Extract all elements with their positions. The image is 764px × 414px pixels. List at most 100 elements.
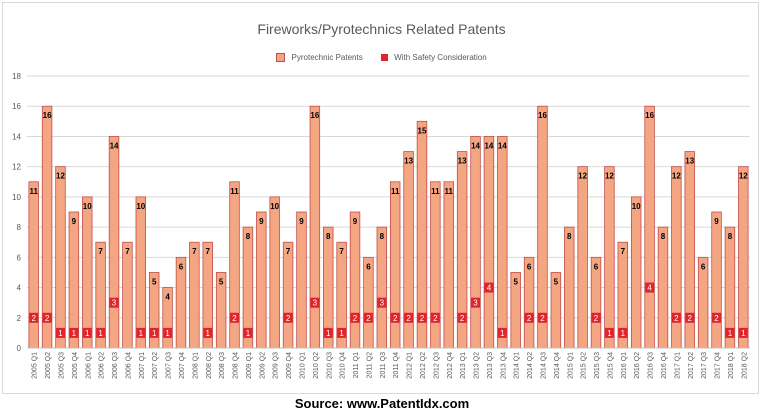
marker-safety (712, 312, 722, 323)
marker-safety (363, 312, 373, 323)
x-tick-label: 2011 Q2 (366, 352, 373, 378)
data-label-safety: 2 (688, 314, 693, 323)
data-label-pyrotechnic: 7 (286, 247, 291, 256)
data-label-safety: 1 (326, 329, 331, 338)
data-label-pyrotechnic: 6 (179, 262, 184, 271)
data-label-safety: 2 (232, 314, 237, 323)
data-label-pyrotechnic: 9 (259, 217, 264, 226)
data-label-pyrotechnic: 16 (43, 111, 52, 120)
y-tick-label: 10 (12, 193, 21, 202)
marker-safety (55, 327, 65, 338)
marker-safety (29, 312, 39, 323)
marker-safety (591, 312, 601, 323)
x-tick-label: 2012 Q3 (433, 352, 440, 379)
x-tick-label: 2013 Q3 (487, 352, 494, 379)
bar-pyrotechnic (229, 181, 240, 349)
data-label-pyrotechnic: 11 (391, 187, 400, 196)
marker-safety (404, 312, 414, 323)
bar-pyrotechnic (296, 211, 307, 349)
data-label-pyrotechnic: 10 (632, 202, 641, 211)
data-label-safety: 2 (406, 314, 411, 323)
bar-pyrotechnic (189, 241, 200, 349)
x-tick-label: 2010 Q3 (326, 352, 333, 379)
x-tick-label: 2011 Q4 (393, 352, 400, 378)
data-label-safety: 2 (366, 314, 371, 323)
marker-safety (243, 327, 253, 338)
data-label-safety: 4 (647, 284, 652, 293)
x-tick-label: 2006 Q2 (99, 352, 106, 379)
x-tick-label: 2006 Q1 (85, 352, 92, 379)
x-tick-label: 2015 Q1 (567, 352, 574, 379)
data-label-safety: 1 (58, 329, 63, 338)
data-label-safety: 2 (433, 314, 438, 323)
marker-safety (671, 312, 681, 323)
data-label-pyrotechnic: 8 (567, 232, 572, 241)
source-caption: Source: www.PatentIdx.com (294, 396, 470, 411)
x-tick-label: 2014 Q3 (540, 352, 547, 379)
data-label-safety: 2 (393, 314, 398, 323)
bar-pyrotechnic (41, 105, 53, 349)
x-tick-label: 2009 Q1 (246, 352, 253, 379)
x-tick-label: 2005 Q4 (72, 352, 79, 379)
marker-safety (69, 327, 79, 338)
data-label-pyrotechnic: 11 (445, 187, 454, 196)
data-label-safety: 3 (112, 299, 117, 308)
bar-pyrotechnic (309, 105, 321, 349)
x-tick-label: 2008 Q2 (206, 352, 213, 379)
data-label-safety: 1 (246, 329, 251, 338)
x-tick-label: 2005 Q3 (58, 352, 65, 379)
bar-pyrotechnic (122, 241, 133, 349)
data-label-safety: 2 (45, 314, 50, 323)
data-label-safety: 2 (420, 314, 425, 323)
data-label-safety: 1 (152, 329, 157, 338)
data-label-safety: 2 (540, 314, 545, 323)
data-label-safety: 2 (527, 314, 532, 323)
data-label-pyrotechnic: 9 (714, 217, 719, 226)
legend-swatch-safety (380, 54, 388, 62)
x-tick-label: 2007 Q2 (152, 352, 159, 379)
marker-safety (417, 312, 427, 323)
marker-safety (96, 327, 106, 338)
marker-safety (283, 312, 293, 323)
x-tick-label: 2017 Q3 (701, 352, 708, 379)
data-label-pyrotechnic: 14 (471, 141, 480, 150)
data-label-pyrotechnic: 7 (339, 247, 344, 256)
marker-safety (82, 327, 92, 338)
data-label-safety: 1 (165, 329, 170, 338)
data-label-pyrotechnic: 5 (152, 277, 157, 286)
marker-safety (136, 327, 146, 338)
bar-pyrotechnic (256, 211, 267, 349)
data-label-pyrotechnic: 11 (230, 187, 239, 196)
data-label-pyrotechnic: 4 (165, 293, 170, 302)
marker-safety (430, 312, 440, 323)
x-tick-label: 2013 Q2 (474, 352, 481, 379)
marker-safety (230, 312, 240, 323)
x-tick-label: 2018 Q2 (741, 352, 748, 379)
data-label-pyrotechnic: 11 (431, 187, 440, 196)
x-tick-label: 2017 Q2 (688, 352, 695, 379)
x-tick-label: 2005 Q2 (45, 352, 52, 379)
marker-safety (390, 312, 400, 323)
data-label-pyrotechnic: 11 (29, 187, 38, 196)
data-label-pyrotechnic: 6 (594, 262, 599, 271)
marker-safety (725, 327, 735, 338)
marker-safety (109, 297, 119, 308)
x-tick-label: 2006 Q4 (125, 352, 132, 379)
x-tick-label: 2012 Q2 (420, 352, 427, 379)
data-label-pyrotechnic: 16 (645, 111, 654, 120)
legend-item-safety: With Safety Consideration (380, 53, 487, 62)
data-label-safety: 2 (674, 314, 679, 323)
bar-pyrotechnic (711, 211, 722, 349)
x-tick-label: 2014 Q1 (514, 352, 521, 379)
data-label-safety: 2 (460, 314, 465, 323)
bar-pyrotechnic (483, 136, 495, 349)
x-tick-label: 2011 Q1 (353, 352, 360, 378)
bar-pyrotechnic (82, 196, 93, 349)
bar-pyrotechnic (108, 136, 120, 349)
y-tick-label: 14 (12, 132, 21, 141)
data-label-pyrotechnic: 6 (701, 262, 706, 271)
x-tick-label: 2011 Q3 (380, 352, 387, 378)
x-tick-label: 2016 Q1 (621, 352, 628, 379)
bar-pyrotechnic (349, 211, 361, 349)
